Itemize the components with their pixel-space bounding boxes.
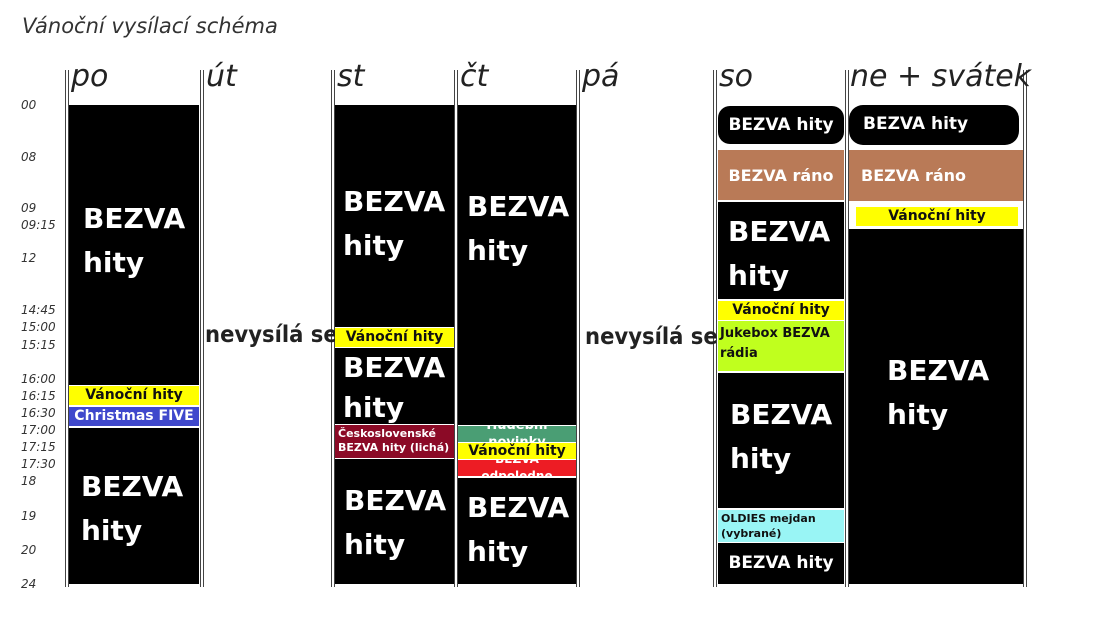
- time-label: 24: [21, 577, 37, 591]
- day-header-ut: út: [206, 59, 237, 94]
- time-label: 15:15: [21, 338, 56, 352]
- column-divider: [68, 70, 69, 587]
- column-divider: [457, 70, 458, 587]
- time-label: 20: [21, 543, 37, 557]
- program-block-jukebox: Jukebox BEZVA rádia: [718, 321, 844, 371]
- column-divider: [713, 70, 714, 587]
- program-block-bezva-hity: BEZVA hity: [69, 428, 199, 584]
- day-header-so: so: [719, 59, 753, 94]
- day-header-st: st: [337, 59, 365, 94]
- program-block-bezva-rano: BEZVA ráno: [718, 150, 844, 200]
- column-divider: [576, 70, 577, 587]
- program-block-bezva-hity: BEZVA hity: [849, 105, 1019, 145]
- program-block-oldies-mejdan: OLDIES mejdan (vybrané): [718, 510, 844, 542]
- column-divider: [1023, 70, 1024, 587]
- day-header-pa: pá: [582, 59, 620, 94]
- time-label: 17:30: [21, 457, 56, 471]
- program-block-bezva-hity: BEZVA hity: [718, 543, 844, 584]
- program-block-bezva-hity: BEZVA hity: [849, 229, 1023, 584]
- program-block-hudebni-novinky: Hudební novinky: [458, 426, 576, 442]
- column-divider: [65, 70, 66, 587]
- day-header-ct: čt: [460, 59, 489, 94]
- time-label: 09:15: [21, 218, 56, 232]
- program-block-bezva-hity: BEZVA hity: [335, 105, 454, 327]
- program-block-vanocni-hity: Vánoční hity: [458, 443, 576, 459]
- column-divider: [845, 70, 846, 587]
- time-label: 15:00: [21, 320, 56, 334]
- program-block-christmas-five: Christmas FIVE: [69, 407, 199, 426]
- no-broadcast-label: nevysílá se: [205, 322, 338, 348]
- time-label: 16:30: [21, 406, 56, 420]
- column-divider: [454, 70, 455, 587]
- time-label: 08: [21, 150, 37, 164]
- time-label: 17:00: [21, 423, 56, 437]
- program-block-bezva-rano: BEZVA ráno: [849, 150, 1023, 201]
- column-divider: [200, 70, 201, 587]
- time-label: 16:15: [21, 389, 56, 403]
- program-block-bezva-hity: BEZVA hity: [335, 348, 454, 424]
- program-block-bezva-hity: BEZVA hity: [335, 459, 454, 584]
- column-divider: [331, 70, 332, 587]
- program-block-bezva-hity: BEZVA hity: [458, 478, 576, 584]
- program-block-vanocni-hity: Vánoční hity: [335, 328, 454, 347]
- column-divider: [848, 70, 849, 587]
- program-block-bezva-odpoledne: BEZVA odpoledne: [458, 460, 576, 476]
- program-block-bezva-hity: BEZVA hity: [69, 105, 199, 385]
- time-label: 16:00: [21, 372, 56, 386]
- program-block-bezva-hity: BEZVA hity: [458, 105, 576, 425]
- column-divider: [334, 70, 335, 587]
- time-label: 09: [21, 201, 37, 215]
- program-block-bezva-hity: BEZVA hity: [718, 106, 844, 144]
- program-block-vanocni-hity: Vánoční hity: [718, 301, 844, 320]
- time-label: 14:45: [21, 303, 56, 317]
- column-divider: [716, 70, 717, 587]
- time-label: 19: [21, 509, 37, 523]
- column-divider: [1026, 70, 1027, 587]
- program-block-bezva-hity: BEZVA hity: [718, 373, 844, 508]
- column-divider: [579, 70, 580, 587]
- time-label: 18: [21, 474, 37, 488]
- day-header-ne: ne + svátek: [850, 59, 1032, 94]
- schedule-title: Vánoční vysílací schéma: [22, 14, 278, 38]
- program-block-ceskoslovenske: Československé BEZVA hity (lichá): [335, 425, 454, 458]
- program-block-bezva-hity: BEZVA hity: [718, 202, 844, 299]
- program-block-vanocni-hity: Vánoční hity: [69, 386, 199, 405]
- column-divider: [203, 70, 204, 587]
- time-label: 12: [21, 251, 37, 265]
- no-broadcast-label: nevysílá se: [585, 324, 718, 350]
- day-header-po: po: [71, 59, 109, 94]
- time-label: 17:15: [21, 440, 56, 454]
- program-block-vanocni-hity: Vánoční hity: [856, 207, 1018, 226]
- time-label: 00: [21, 98, 37, 112]
